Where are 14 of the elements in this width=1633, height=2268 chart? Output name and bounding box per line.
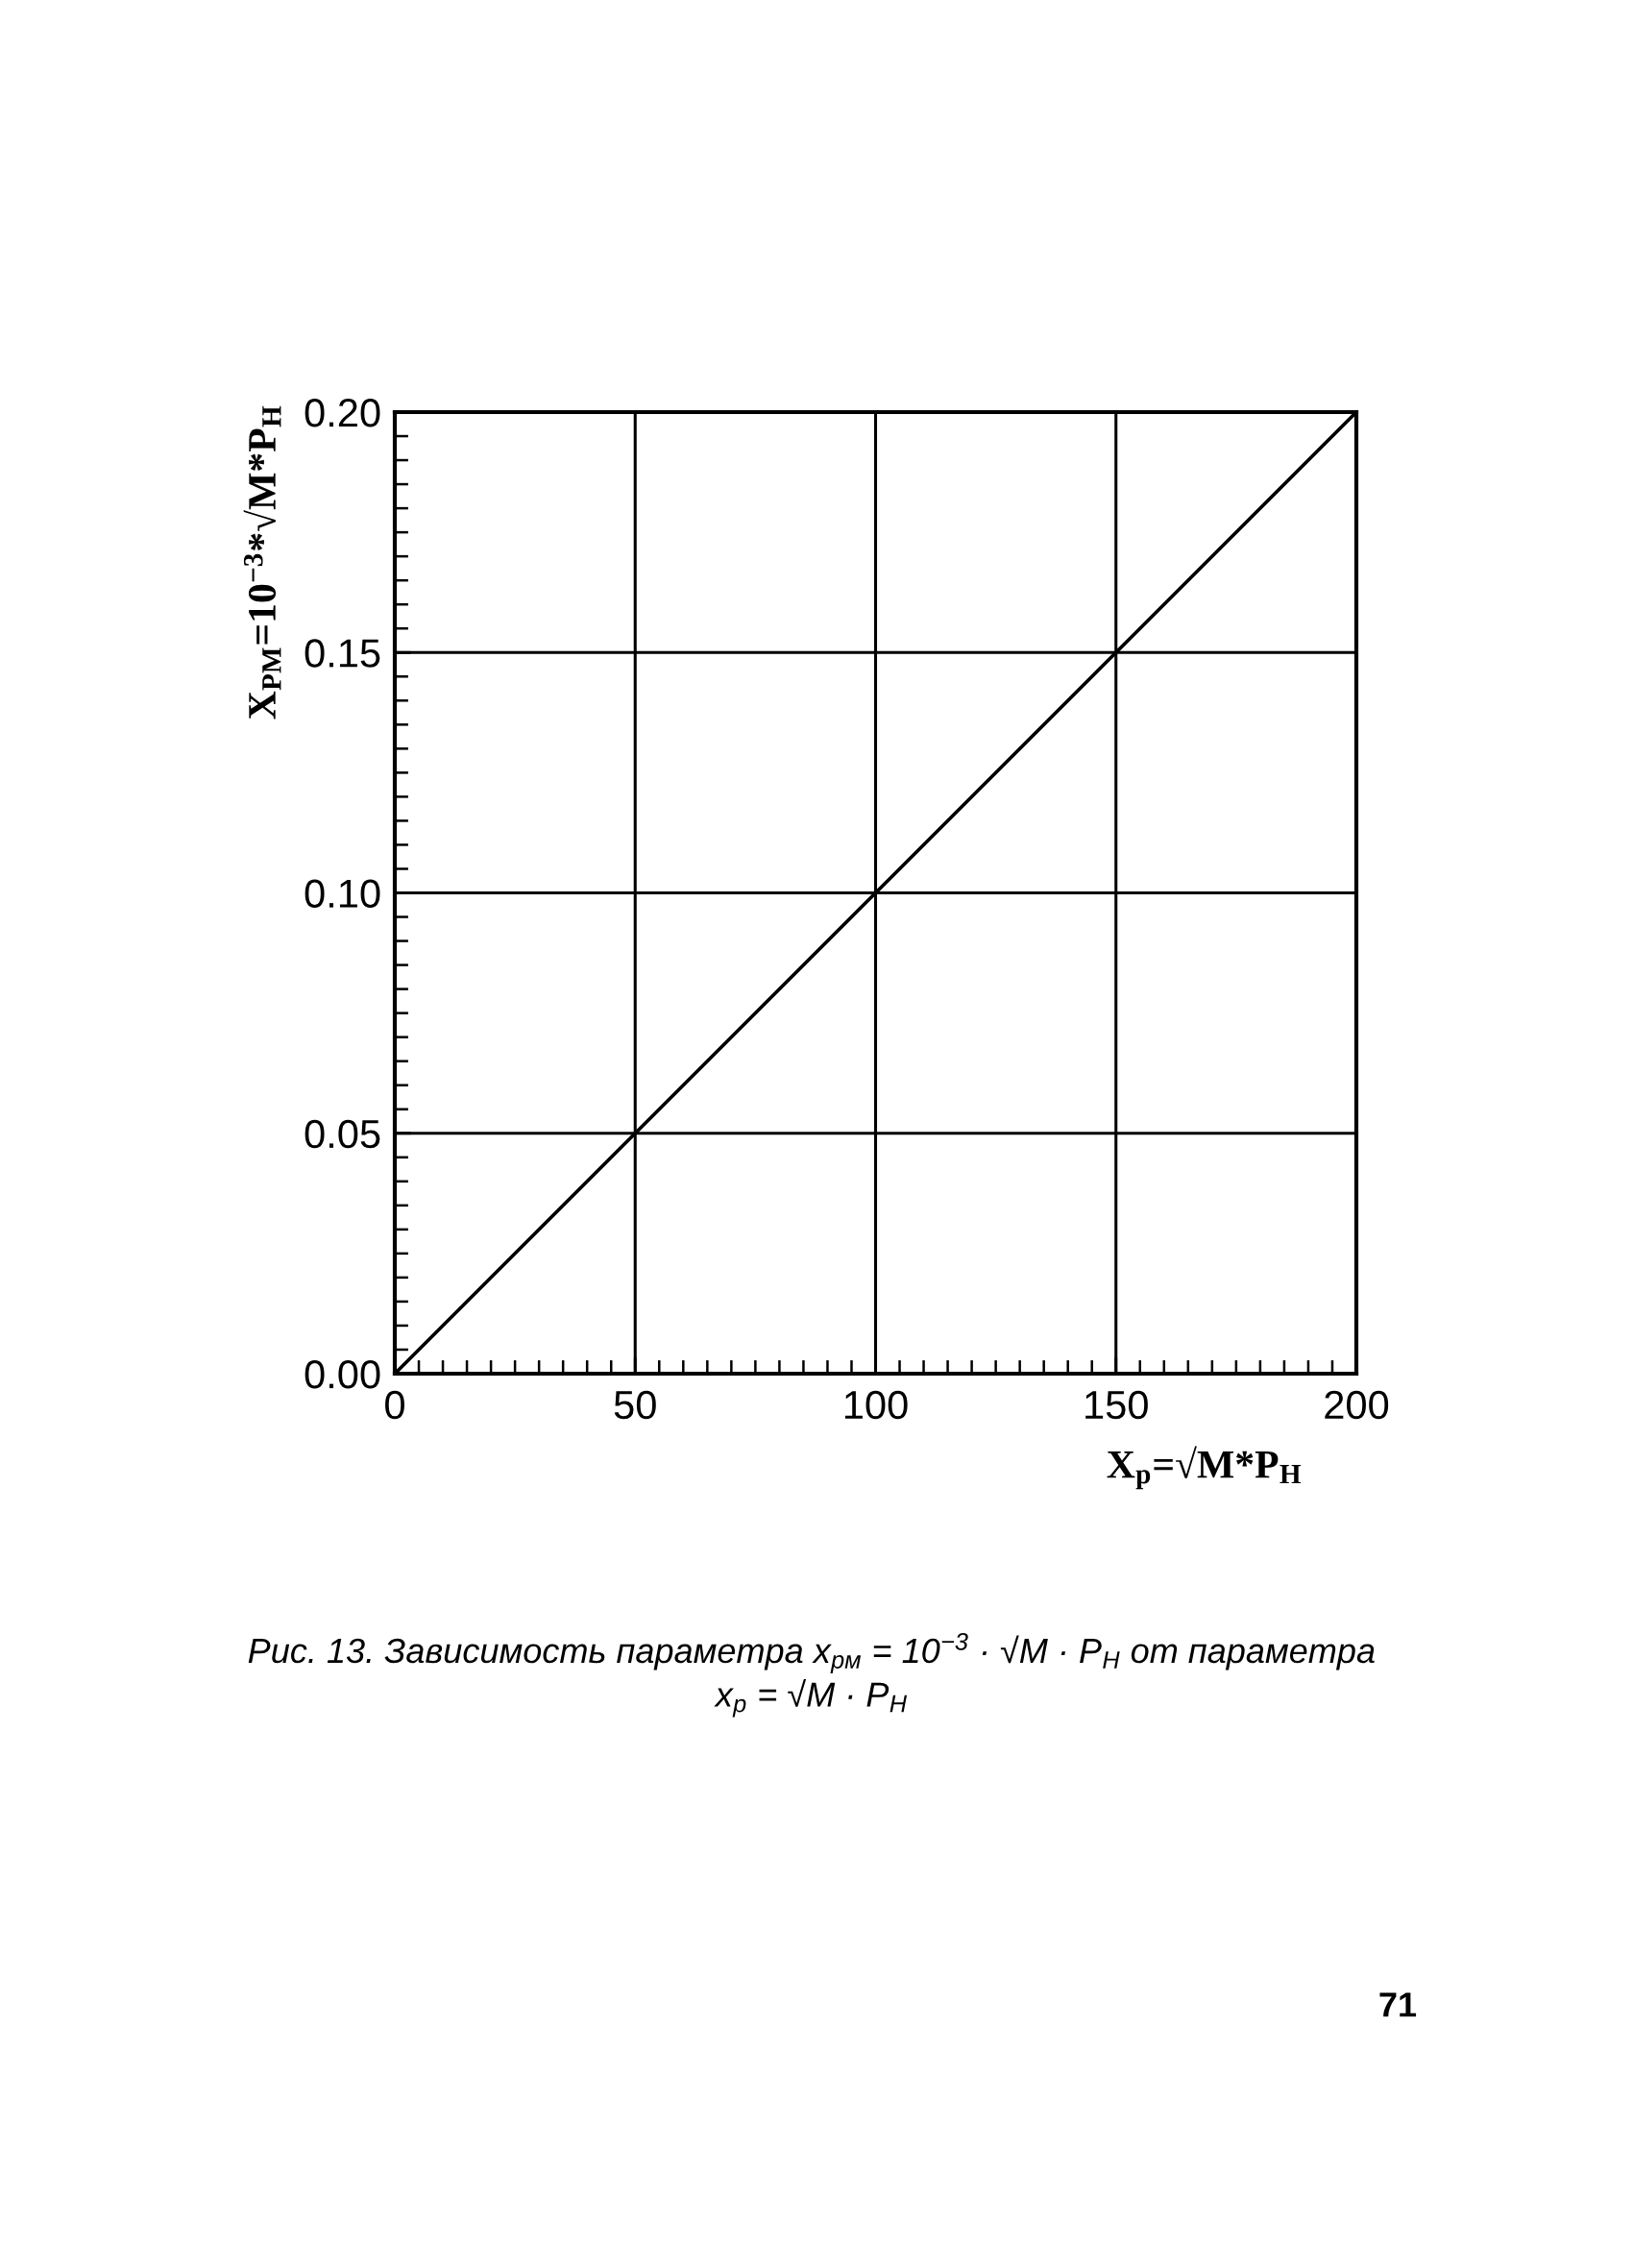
- x-tick-label: 50: [614, 1390, 656, 1420]
- text: 71: [1379, 1992, 1417, 2017]
- y-tick-label: 0.20: [305, 399, 380, 427]
- y-tick-label: 0.00: [305, 1360, 380, 1389]
- y-tick-label: 0.15: [305, 639, 380, 668]
- x-tick-label: 150: [1085, 1390, 1148, 1420]
- text: Рис. 13. Зависимость параметра x$_{рм}$ = 10$^{−3}$ · √M · P$_{Н}$ от параметра x$_{р}$ = √M · P$_{Н}$: [248, 1632, 1375, 1718]
- x-axis-title: X$_{р}$=√M*P$_{Н}$: [1107, 1446, 1302, 1490]
- y-tick-label: 0.05: [305, 1119, 380, 1149]
- x-tick-label: 100: [844, 1390, 908, 1420]
- y-tick-label: 0.10: [305, 879, 380, 909]
- x-tick-label: 0: [385, 1390, 404, 1420]
- y-axis-title: X$_{РМ}$=10$^{−3}$*√M*P$_{Н}$: [243, 405, 281, 719]
- x-tick-label: 200: [1325, 1390, 1389, 1420]
